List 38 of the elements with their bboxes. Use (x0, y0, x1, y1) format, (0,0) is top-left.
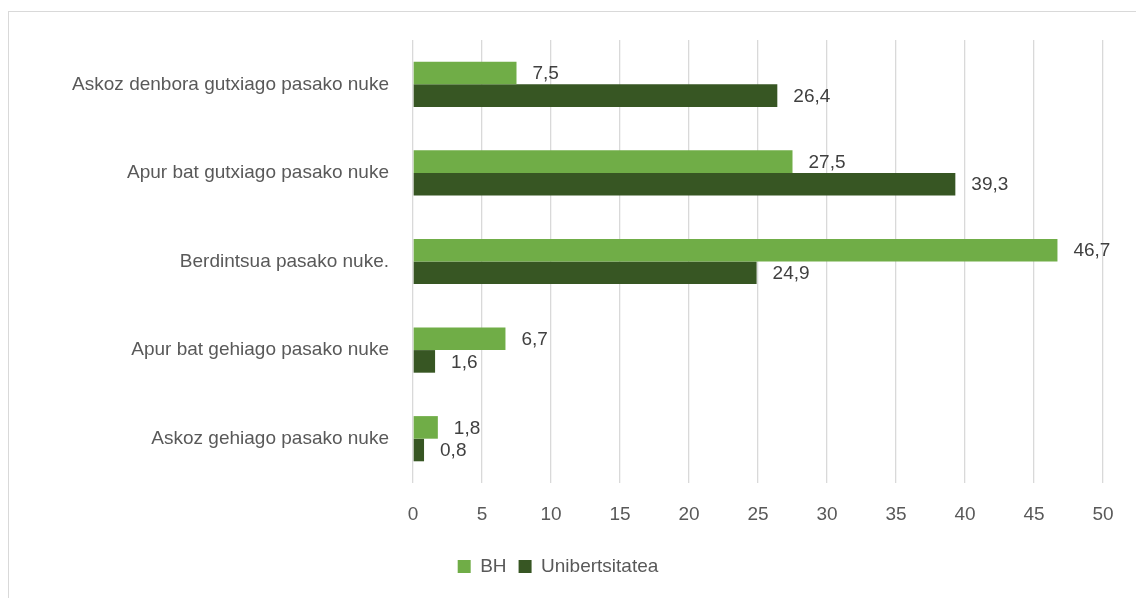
bar (413, 84, 778, 107)
y-tick-label: Askoz gehiago pasako nuke (151, 426, 389, 448)
x-tick-label: 30 (816, 502, 838, 524)
data-label: 24,9 (772, 262, 810, 284)
y-tick-label: Apur bat gutxiago pasako nuke (127, 161, 389, 183)
data-label: 39,3 (971, 173, 1009, 195)
x-tick-label: 40 (954, 502, 976, 524)
bar (413, 61, 517, 85)
x-tick-label: 20 (678, 502, 700, 524)
x-tick-label: 50 (1092, 502, 1114, 524)
data-label: 46,7 (1073, 239, 1111, 261)
x-tick-label: 35 (885, 502, 907, 524)
bar (413, 238, 1058, 262)
data-label: 6,7 (521, 328, 548, 350)
legend-label: BH (480, 554, 507, 576)
data-label: 1,6 (451, 350, 478, 372)
x-tick-label: 15 (609, 502, 631, 524)
x-tick-label: 5 (476, 502, 488, 524)
bar (413, 350, 436, 373)
data-label: 1,8 (453, 416, 481, 438)
bar (413, 261, 757, 285)
x-tick-label: 45 (1023, 502, 1045, 524)
data-label: 7,5 (532, 62, 559, 84)
y-tick-label: Apur bat gehiago pasako nuke (131, 338, 389, 360)
y-tick-label: Askoz denbora gutxiago pasako nuke (72, 72, 389, 94)
data-label: 0,8 (440, 439, 467, 461)
x-tick-label: 10 (540, 502, 562, 524)
data-label: 27,5 (808, 150, 846, 172)
bar (413, 438, 425, 462)
legend-label: Unibertsitatea (541, 554, 659, 576)
data-label: 26,4 (793, 84, 831, 106)
x-tick-label: 25 (747, 502, 769, 524)
bar (413, 172, 956, 196)
bar (413, 416, 438, 439)
bar (413, 150, 793, 173)
x-tick-label: 0 (407, 502, 419, 524)
bar (413, 327, 506, 351)
y-tick-label: Berdintsua pasako nuke. (179, 249, 389, 271)
